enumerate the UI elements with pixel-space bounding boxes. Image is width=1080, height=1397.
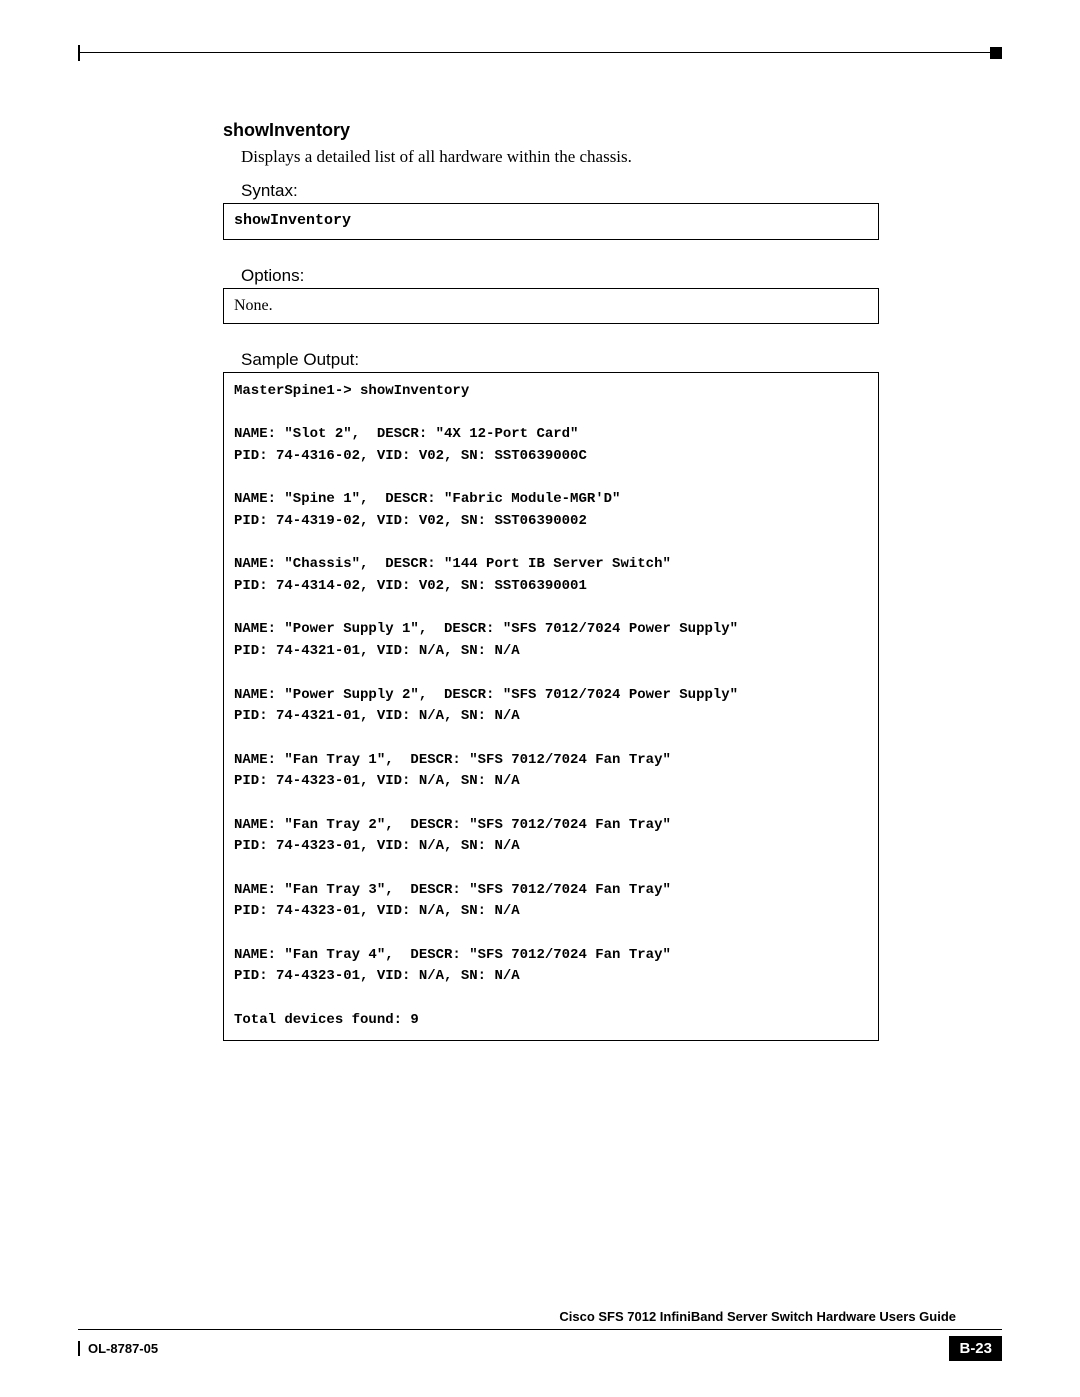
top-tick-left (78, 45, 80, 61)
footer-vbar-icon (78, 1341, 80, 1356)
command-description: Displays a detailed list of all hardware… (241, 147, 879, 167)
footer-doc-number: OL-8787-05 (78, 1341, 158, 1356)
sample-label: Sample Output: (241, 350, 879, 370)
options-text: None. (234, 297, 273, 314)
top-rule (78, 52, 1002, 53)
footer-guide-title: Cisco SFS 7012 InfiniBand Server Switch … (559, 1309, 956, 1324)
syntax-text: showInventory (234, 212, 351, 229)
footer-rule (78, 1329, 1002, 1330)
page-number-badge: B-23 (949, 1336, 1002, 1361)
footer-docnum-text: OL-8787-05 (88, 1341, 158, 1356)
syntax-box: showInventory (223, 203, 879, 240)
options-label: Options: (241, 266, 879, 286)
content-area: showInventory Displays a detailed list o… (223, 120, 879, 1067)
syntax-label: Syntax: (241, 181, 879, 201)
page-number-text: B-23 (949, 1336, 1002, 1361)
options-box: None. (223, 288, 879, 324)
footer-bottom: OL-8787-05 B-23 (78, 1336, 1002, 1361)
footer: Cisco SFS 7012 InfiniBand Server Switch … (78, 1329, 1002, 1361)
sample-output-box: MasterSpine1-> showInventory NAME: "Slot… (223, 372, 879, 1041)
top-square-right (990, 47, 1002, 59)
command-title: showInventory (223, 120, 879, 141)
page: showInventory Displays a detailed list o… (0, 0, 1080, 1397)
